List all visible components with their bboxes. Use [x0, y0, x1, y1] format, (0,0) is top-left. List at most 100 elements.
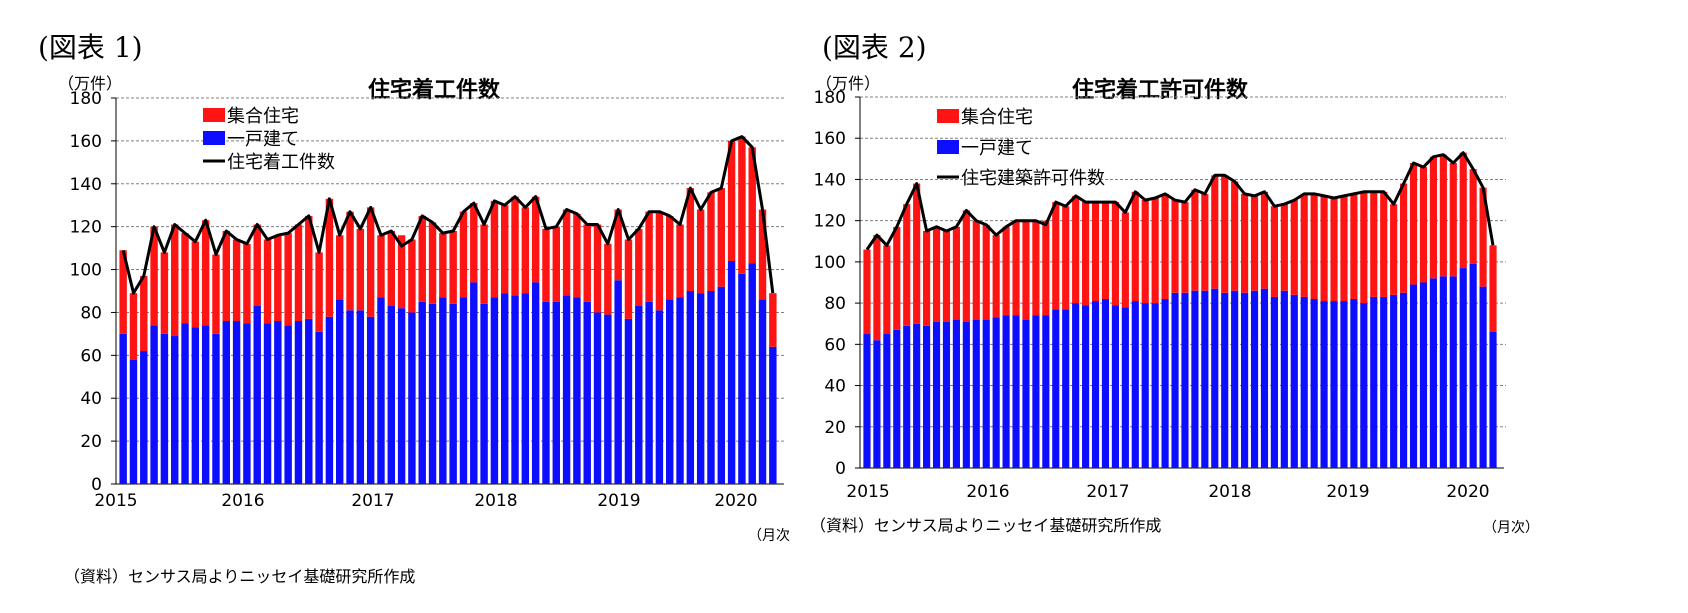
bar-single-family	[480, 303, 488, 484]
bar-single-family	[274, 321, 282, 484]
bar-single-family	[305, 318, 313, 484]
source-note: （資料）センサス局よりニッセイ基礎研究所作成	[64, 567, 416, 586]
chart-plot-housing-starts: 0 20 40 60 80 100 120 140 160 180 2015 2016 2017 2018…	[70, 89, 786, 511]
bar-multi-family	[1111, 202, 1119, 306]
bar-single-family	[1449, 276, 1457, 468]
bar-single-family	[1290, 294, 1298, 468]
bar-multi-family	[982, 224, 990, 320]
bar-multi-family	[1161, 193, 1169, 299]
bar-multi-family	[521, 207, 530, 294]
bar-single-family	[366, 316, 375, 484]
y-tick-label: 120	[814, 212, 846, 232]
y-tick-label: 180	[70, 89, 102, 109]
chart-title: 住宅着工許可件数	[1072, 78, 1249, 103]
bar-single-family	[336, 299, 344, 484]
source-note: （資料）センサス局よりニッセイ基礎研究所作成	[810, 516, 1162, 535]
y-axis-unit-label: （万件）	[816, 74, 881, 93]
bar-multi-family	[707, 192, 715, 291]
bar-single-family	[160, 333, 169, 484]
bar-multi-family	[511, 196, 519, 296]
bar-single-family	[531, 282, 540, 484]
bar-multi-family	[305, 215, 313, 319]
bar-multi-family	[1290, 200, 1298, 295]
bar-multi-family	[274, 235, 282, 322]
bar-multi-family	[315, 252, 323, 332]
bar-single-family	[1022, 319, 1030, 468]
bar-multi-family	[1469, 169, 1477, 264]
y-tick-label: 40	[80, 389, 102, 409]
y-tick-label: 120	[70, 218, 102, 238]
bar-single-family	[397, 308, 406, 484]
bar-single-family	[387, 306, 395, 484]
bar-multi-family	[480, 224, 488, 304]
bar-multi-family	[1211, 175, 1219, 289]
bar-single-family	[511, 295, 519, 484]
bar-multi-family	[873, 235, 881, 341]
y-tick-label: 140	[70, 175, 102, 195]
y-tick-label: 100	[70, 261, 102, 281]
bar-multi-family	[1032, 220, 1040, 316]
bar-single-family	[1181, 292, 1189, 468]
bar-single-family	[1101, 298, 1110, 468]
bar-single-family	[356, 310, 365, 484]
legend-swatch-single-family	[203, 131, 225, 145]
bar-multi-family	[1181, 202, 1189, 293]
bar-multi-family	[717, 188, 725, 287]
bar-multi-family	[119, 250, 127, 334]
bar-single-family	[191, 327, 200, 484]
bar-multi-family	[418, 215, 426, 302]
chart-title: 住宅着工件数	[368, 78, 501, 103]
bar-multi-family	[1370, 191, 1378, 297]
bar-multi-family	[1221, 175, 1229, 293]
bar-multi-family	[1022, 220, 1030, 320]
x-tick-label: 2017	[351, 491, 394, 511]
x-tick-label: 2017	[1086, 482, 1129, 502]
bar-single-family	[1300, 296, 1308, 468]
bar-single-family	[1231, 290, 1239, 468]
bar-multi-family	[883, 245, 891, 335]
bar-multi-family	[1141, 200, 1149, 304]
bar-multi-family	[191, 241, 200, 328]
chart-panel-building-permits: (図表 2) （万件） 住宅着工許可件数 0 20 40 60 80 100 120 140 1…	[810, 0, 1688, 613]
bar-multi-family	[696, 209, 705, 294]
bar-single-family	[686, 291, 695, 484]
x-tick-label: 2015	[94, 491, 137, 511]
bar-multi-family	[1360, 191, 1368, 304]
bar-single-family	[150, 325, 158, 484]
x-axis-unit-label: （月次	[748, 528, 790, 544]
bar-single-family	[1121, 307, 1129, 468]
bar-multi-family	[1151, 197, 1159, 304]
x-tick-label: 2016	[221, 491, 264, 511]
x-tick-label: 2018	[1208, 482, 1251, 502]
legend-label-total: 住宅着工件数	[227, 152, 335, 173]
bar-multi-family	[552, 226, 560, 302]
bar-multi-family	[769, 293, 777, 347]
bar-multi-family	[1330, 197, 1338, 302]
bar-multi-family	[263, 239, 272, 324]
bar-single-family	[769, 346, 777, 484]
bar-multi-family	[356, 228, 365, 311]
bar-multi-family	[1280, 204, 1288, 291]
bar-multi-family	[686, 188, 695, 291]
legend-label-single-family: 一戸建て	[961, 138, 1033, 159]
bar-single-family	[490, 297, 499, 484]
bar-single-family	[201, 325, 210, 484]
y-axis-unit-label: （万件）	[58, 74, 123, 93]
bar-multi-family	[1439, 154, 1447, 277]
bar-single-family	[1072, 303, 1080, 468]
bar-single-family	[727, 260, 736, 484]
bar-multi-family	[1479, 187, 1487, 287]
bar-multi-family	[952, 226, 960, 320]
bar-single-family	[325, 316, 334, 484]
y-tick-label: 0	[835, 459, 846, 479]
bar-single-family	[883, 334, 891, 468]
bar-single-family	[181, 323, 189, 484]
legend-label-single-family: 一戸建て	[227, 129, 299, 150]
bar-single-family	[1380, 296, 1388, 468]
bar-single-family	[655, 310, 664, 484]
bar-multi-family	[1340, 195, 1348, 302]
bar-single-family	[932, 321, 941, 468]
bar-multi-family	[1429, 156, 1437, 279]
bar-single-family	[696, 293, 705, 484]
bar-multi-family	[604, 243, 612, 315]
